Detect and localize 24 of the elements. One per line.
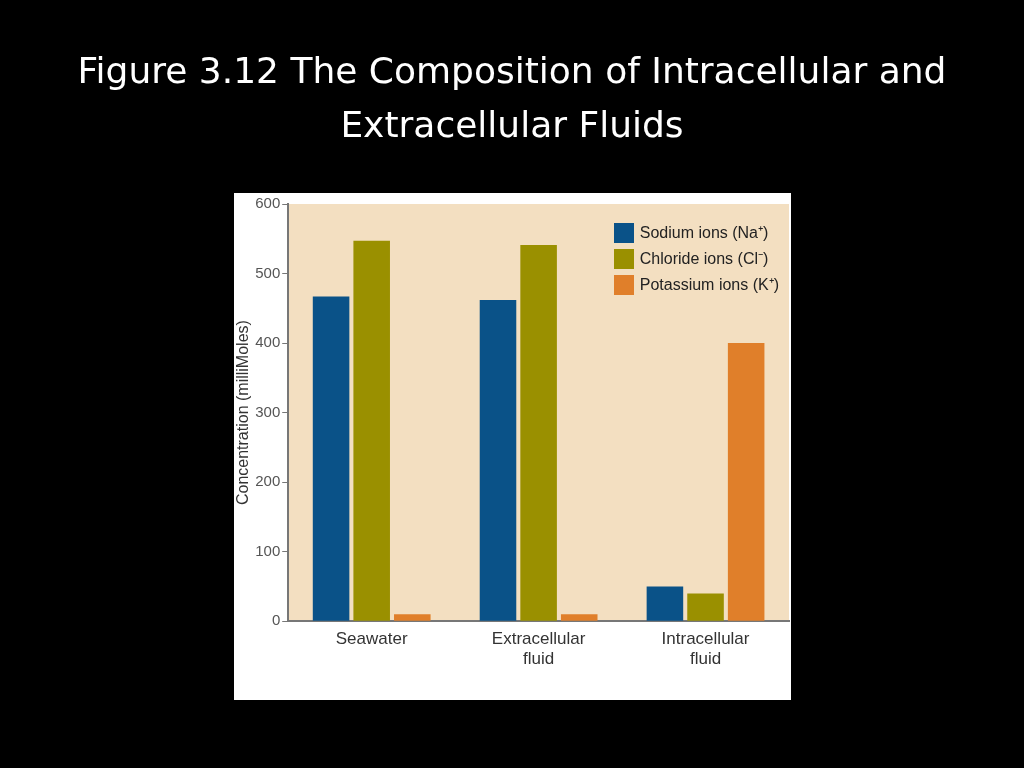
bar (727, 343, 765, 621)
y-tick-label: 0 (271, 611, 281, 629)
y-tick-label: 600 (255, 194, 281, 212)
bar (687, 593, 724, 621)
bar (560, 614, 598, 621)
legend-label: Sodium ions (Na⁺) (639, 223, 769, 243)
y-tick-label: 200 (255, 472, 281, 490)
chart-title: Figure 3.12 The Composition of Intracellular and Extracellular Fluids (76, 49, 948, 147)
bar (353, 240, 390, 621)
bar (394, 614, 431, 621)
x-tick-label: Extracellular fluid (491, 629, 586, 669)
bar (520, 245, 557, 621)
x-tick-label: Intracellular fluid (661, 629, 750, 669)
legend-label: Potassium ions (K⁺) (639, 275, 779, 295)
y-tick-label: 100 (255, 541, 281, 559)
legend-label: Chloride ions (Cl⁻) (639, 249, 769, 269)
y-tick-label: 400 (255, 333, 281, 351)
x-tick-label: Seawater (335, 629, 408, 649)
y-axis-title: Concentration (milliMoles) (234, 320, 252, 506)
bar (646, 586, 684, 621)
y-tick-label: 300 (255, 402, 281, 420)
bar (312, 296, 350, 621)
bar (479, 299, 517, 621)
y-tick-label: 500 (255, 263, 281, 281)
